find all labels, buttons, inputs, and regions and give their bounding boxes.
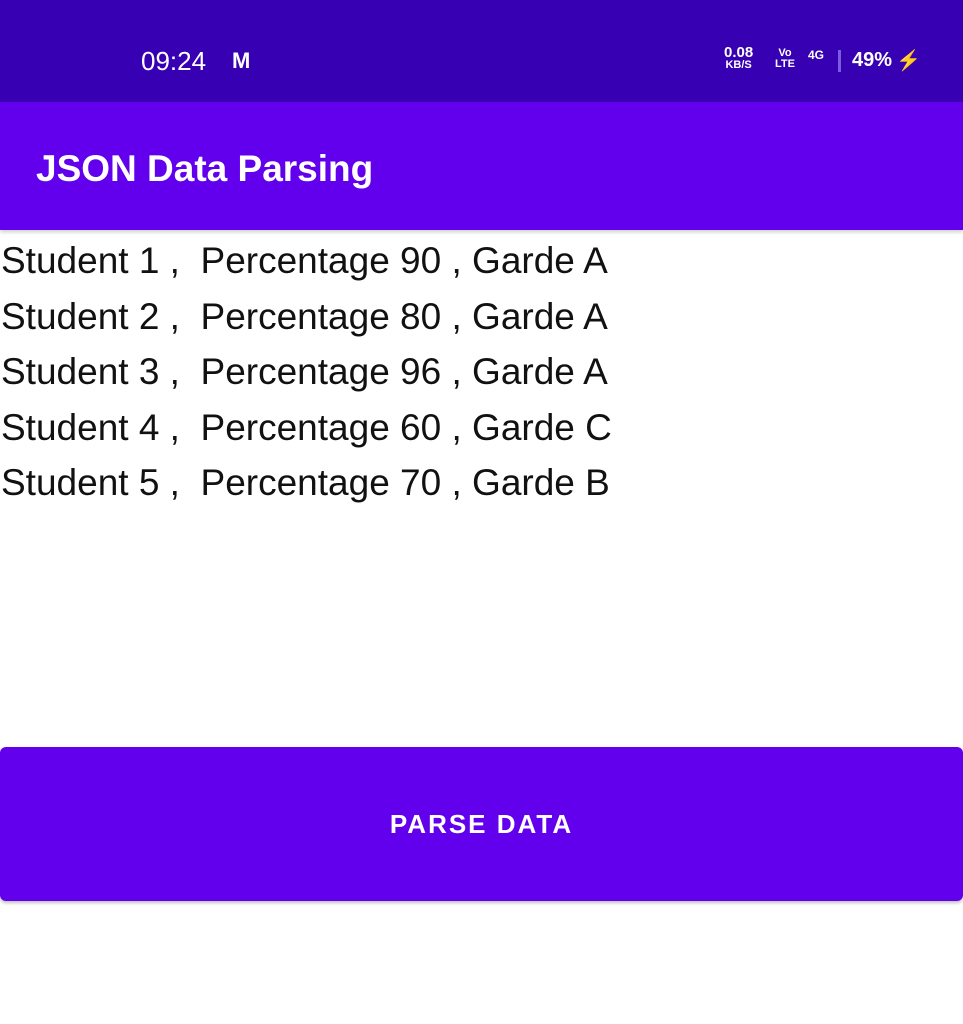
battery-level: 49% — [852, 49, 893, 71]
bolt-icon: ⚡ — [896, 50, 921, 72]
gmail-icon: M — [232, 48, 251, 73]
list-item: Student 2 , Percentage 80 , Garde A — [1, 295, 608, 337]
status-bar: 09:24 M 0.08 KB/S Vo LTE 4G 49% ⚡ — [0, 0, 963, 102]
page-title: JSON Data Parsing — [36, 148, 374, 189]
list-item: Student 5 , Percentage 70 , Garde B — [1, 462, 610, 503]
network-speed: 0.08 KB/S — [724, 44, 754, 72]
volte-bottom: LTE — [775, 58, 795, 70]
clock: 09:24 — [141, 46, 207, 76]
app-bar: JSON Data Parsing — [0, 102, 963, 230]
signal-icon — [838, 50, 846, 72]
speed-value: 0.08 — [724, 44, 754, 61]
speed-unit: KB/S — [725, 59, 752, 71]
list-item: Student 3 , Percentage 96 , Garde A — [1, 351, 608, 392]
network-type: 4G — [808, 48, 825, 62]
parse-data-button[interactable]: PARSE DATA — [0, 747, 963, 901]
volte-icon: Vo LTE — [775, 48, 795, 70]
list-item: Student 4 , Percentage 60 , Garde C — [1, 406, 612, 448]
list-item: Student 1 , Percentage 90 , Garde A — [1, 240, 608, 281]
student-list: Student 1 , Percentage 90 , Garde A Stud… — [1, 238, 612, 516]
volte-top: Vo — [778, 47, 792, 59]
